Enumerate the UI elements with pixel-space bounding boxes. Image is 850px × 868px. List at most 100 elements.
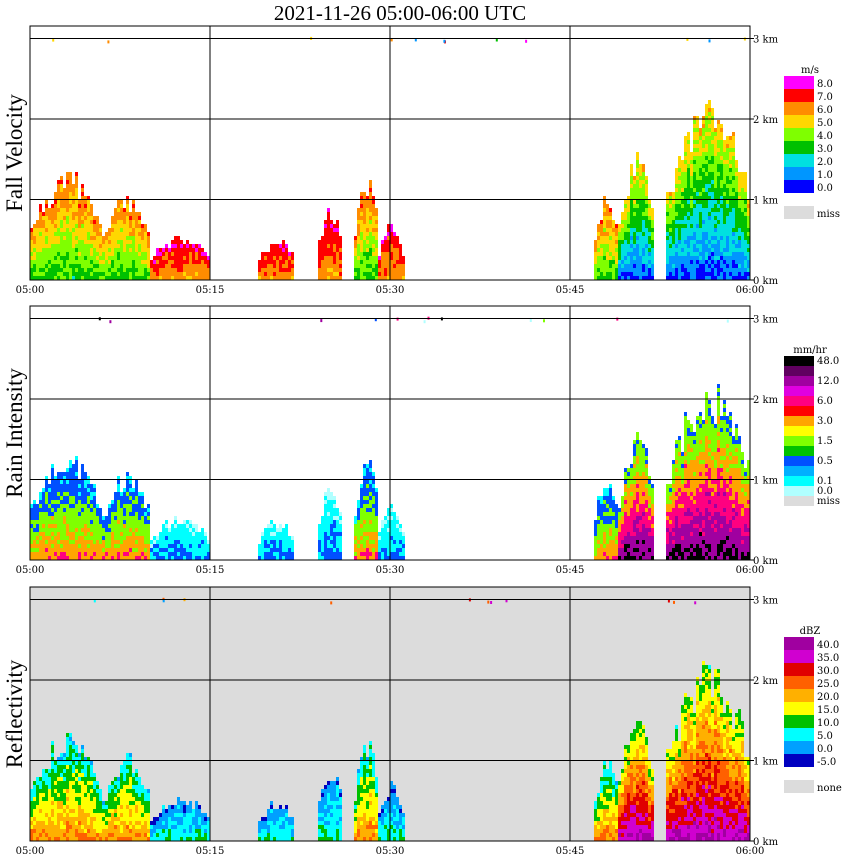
echo-pixel (675, 216, 678, 220)
echo-pixel (93, 532, 96, 536)
echo-pixel (291, 536, 294, 540)
echo-pixel (72, 472, 75, 476)
echo-pixel (90, 500, 93, 504)
echo-pixel (132, 276, 135, 280)
echo-pixel (54, 200, 57, 204)
echo-pixel (687, 520, 690, 524)
echo-pixel (159, 548, 162, 552)
echo-pixel (699, 416, 702, 420)
echo-pixel (117, 252, 120, 256)
echo-pixel (366, 196, 369, 200)
legend-swatch (784, 193, 814, 206)
echo-pixel (111, 276, 114, 280)
echo-pixel (72, 204, 75, 208)
echo-pixel (117, 204, 120, 208)
echo-pixel (639, 520, 642, 524)
echo-pixel (138, 492, 141, 496)
echo-pixel (696, 512, 699, 516)
echo-pixel (714, 164, 717, 168)
echo-pixel (693, 256, 696, 260)
echo-pixel (600, 240, 603, 244)
echo-pixel (648, 236, 651, 240)
echo-pixel (45, 484, 48, 488)
echo-pixel (330, 548, 333, 552)
echo-pixel (714, 224, 717, 228)
echo-pixel (126, 208, 129, 212)
echo-pixel (45, 476, 48, 480)
echo-pixel (609, 232, 612, 236)
echo-pixel (129, 500, 132, 504)
echo-pixel (42, 224, 45, 228)
echo-pixel (33, 532, 36, 536)
echo-pixel (642, 196, 645, 200)
echo-pixel (60, 488, 63, 492)
echo-pixel (117, 264, 120, 268)
echo-pixel (372, 220, 375, 224)
echo-pixel (51, 232, 54, 236)
echo-pixel (174, 260, 177, 264)
echo-pixel (735, 272, 738, 276)
echo-pixel (672, 212, 675, 216)
echo-pixel (732, 160, 735, 164)
echo-pixel (735, 192, 738, 196)
echo-pixel (135, 544, 138, 548)
echo-pixel (381, 528, 384, 532)
echo-pixel (705, 444, 708, 448)
echo-pixel (327, 268, 330, 272)
echo-pixel (375, 272, 378, 276)
echo-pixel (39, 544, 42, 548)
echo-pixel (111, 504, 114, 508)
echo-pixel (399, 528, 402, 532)
echo-pixel (372, 232, 375, 236)
echo-pixel (726, 176, 729, 180)
echo-pixel (600, 528, 603, 532)
echo-pixel (645, 220, 648, 224)
echo-pixel (678, 268, 681, 272)
echo-pixel (201, 528, 204, 532)
echo-pixel (45, 228, 48, 232)
echo-pixel (333, 268, 336, 272)
echo-pixel (207, 260, 210, 264)
echo-pixel (684, 168, 687, 172)
echo-pixel (693, 264, 696, 268)
echo-pixel (630, 556, 633, 560)
echo-pixel (381, 268, 384, 272)
echo-pixel (135, 268, 138, 272)
echo-pixel (357, 232, 360, 236)
echo-pixel (135, 248, 138, 252)
echo-pixel (117, 528, 120, 532)
echo-pixel (612, 248, 615, 252)
echo-pixel (630, 496, 633, 500)
echo-pixel (621, 228, 624, 232)
echo-pixel (648, 512, 651, 516)
echo-pixel (666, 524, 669, 528)
echo-pixel (705, 528, 708, 532)
echo-pixel (636, 240, 639, 244)
echo-pixel (360, 496, 363, 500)
echo-pixel (609, 500, 612, 504)
echo-pixel (90, 516, 93, 520)
echo-pixel (117, 244, 120, 248)
echo-pixel (42, 520, 45, 524)
echo-pixel (390, 528, 393, 532)
echo-pixel (627, 488, 630, 492)
echo-pixel (687, 536, 690, 540)
echo-pixel (360, 492, 363, 496)
echo-pixel (135, 228, 138, 232)
echo-pixel (204, 544, 207, 548)
echo-pixel (96, 504, 99, 508)
echo-pixel (51, 528, 54, 532)
echo-pixel (288, 276, 291, 280)
echo-pixel (78, 264, 81, 268)
echo-pixel (132, 204, 135, 208)
echo-pixel (336, 540, 339, 544)
echo-pixel (369, 516, 372, 520)
echo-pixel (285, 272, 288, 276)
echo-pixel (603, 488, 606, 492)
echo-pixel (120, 260, 123, 264)
echo-pixel (66, 196, 69, 200)
echo-pixel (711, 232, 714, 236)
echo-pixel (681, 548, 684, 552)
echo-pixel (642, 276, 645, 280)
echo-pixel (393, 244, 396, 248)
